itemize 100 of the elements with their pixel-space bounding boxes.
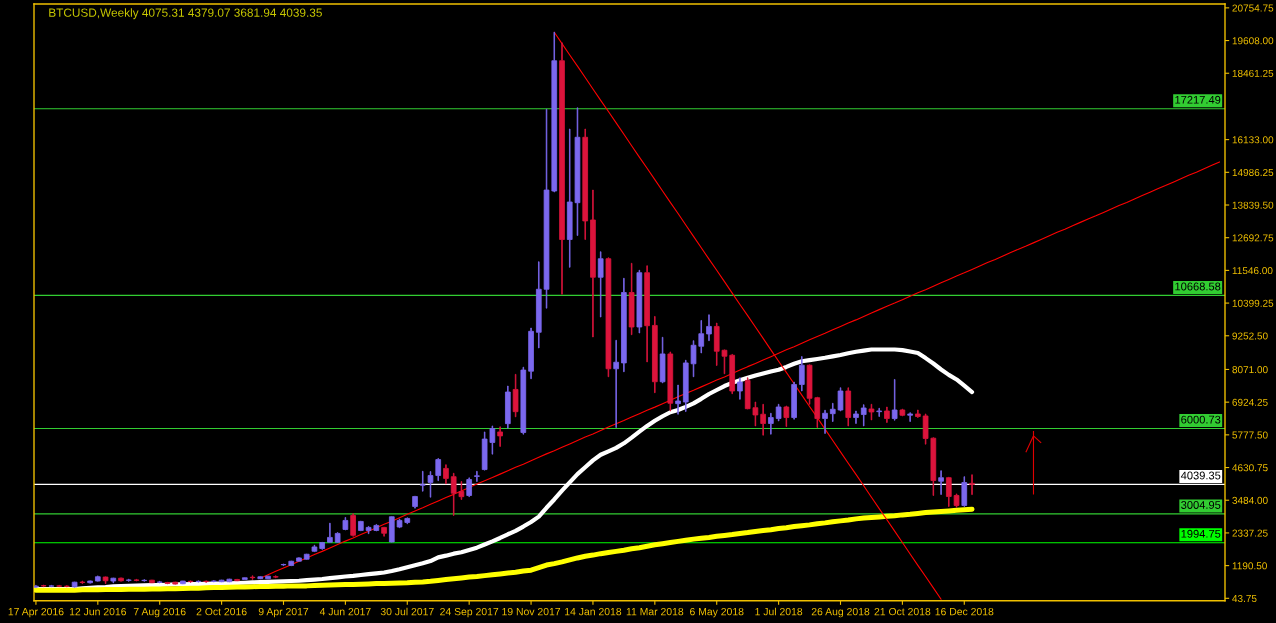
y-tick-label: 5777.50 [1232, 431, 1268, 439]
y-tick-label: 16133.00 [1232, 136, 1274, 144]
x-tick-label: 11 Mar 2018 [626, 607, 684, 616]
candlestick [87, 580, 93, 584]
x-tick-label: 1 Jul 2018 [755, 607, 803, 616]
chart-title: BTCUSD,Weekly 4075.31 4379.07 3681.94 4039.35 [49, 8, 322, 20]
x-tick-label: 4 Jun 2017 [319, 607, 371, 616]
y-tick-label: 20754.75 [1232, 4, 1274, 12]
candlestick [737, 377, 743, 400]
candlestick [946, 476, 952, 507]
x-tick-label: 9 Apr 2017 [258, 607, 309, 618]
candlestick [613, 339, 619, 428]
candlestick [350, 513, 356, 537]
candlestick [605, 257, 612, 378]
y-tick-label: 13839.50 [1232, 201, 1274, 209]
candlestick [659, 336, 666, 384]
candlestick [327, 522, 333, 543]
candlestick [257, 576, 264, 580]
candlestick [938, 470, 944, 495]
candlestick [961, 476, 968, 507]
y-tick-label: 12692.75 [1232, 234, 1274, 242]
candlestick [466, 477, 472, 498]
candlestick [234, 578, 240, 582]
candlestick [249, 575, 256, 580]
candlestick [48, 584, 55, 588]
candlestick [760, 403, 766, 436]
candlestick [133, 578, 140, 582]
ref-line-label: 6000.73 [1181, 415, 1221, 424]
candlestick [791, 381, 797, 420]
candlestick [891, 379, 898, 421]
y-tick-label: 1190.50 [1232, 562, 1267, 570]
candlestick [775, 403, 782, 422]
candlestick [272, 575, 279, 579]
candlestick [907, 412, 913, 422]
candlestick [706, 314, 712, 342]
candlestick [203, 580, 209, 583]
candlestick [164, 581, 171, 585]
candlestick [187, 580, 194, 583]
candlestick [474, 470, 480, 482]
candlestick [71, 581, 78, 588]
x-tick-label: 2 Oct 2016 [196, 607, 247, 616]
candlestick [358, 520, 364, 532]
candlestick [582, 128, 589, 240]
candlestick [156, 580, 163, 584]
x-tick-label: 30 Jul 2017 [380, 607, 434, 616]
x-tick-label: 26 Aug 2018 [811, 607, 870, 618]
candlestick [296, 557, 302, 562]
candlestick [884, 406, 890, 423]
candlestick [265, 575, 271, 580]
candlestick [915, 409, 921, 418]
candlestick [783, 405, 790, 427]
candlestick [34, 584, 39, 589]
candlestick [512, 373, 519, 418]
candlestick [853, 410, 859, 424]
candlestick [95, 575, 101, 582]
candlestick [118, 577, 124, 582]
candlestick [149, 579, 155, 584]
candlestick [141, 579, 148, 582]
x-tick-label: 21 Oct 2018 [874, 607, 931, 616]
ref-line-label: 17217.49 [1175, 95, 1221, 104]
y-tick-label: 3484.00 [1232, 496, 1268, 504]
candlestick [652, 316, 658, 394]
candlestick [559, 42, 565, 295]
y-tick-label: 14986.25 [1232, 168, 1274, 177]
candlestick [860, 404, 867, 427]
candlestick [195, 580, 202, 583]
x-tick-label: 19 Nov 2017 [502, 607, 561, 616]
y-tick-label: 6924.25 [1232, 398, 1268, 406]
candlestick [211, 580, 217, 583]
candlestick [64, 585, 70, 588]
candlestick [334, 532, 341, 543]
candlestick [125, 578, 132, 582]
candlestick [102, 576, 109, 585]
candlestick [597, 251, 604, 318]
candlestick [822, 409, 828, 434]
x-tick-label: 14 Jan 2018 [565, 607, 622, 616]
y-tick-label: 18461.25 [1232, 69, 1274, 77]
candlestick [628, 262, 635, 336]
candlestick [381, 526, 387, 537]
candlestick [667, 351, 674, 412]
y-tick-label: 2337.25 [1232, 529, 1268, 537]
candlestick [311, 544, 318, 553]
ref-line-label: 3004.95 [1181, 501, 1221, 509]
candlestick [876, 407, 883, 417]
x-tick-label: 12 Jun 2016 [69, 607, 127, 616]
candlestick [443, 464, 449, 485]
candlestick [303, 553, 310, 560]
x-tick-label: 17 Apr 2016 [8, 607, 64, 618]
y-tick-label: 10399.25 [1232, 299, 1274, 307]
x-tick-label: 24 Sep 2017 [440, 607, 499, 618]
x-tick-label: 16 Dec 2018 [935, 607, 994, 616]
candlestick [79, 580, 86, 585]
candlestick [40, 584, 47, 588]
candlestick [636, 269, 643, 334]
y-tick-label: 11546.00 [1232, 267, 1273, 275]
ref-line-label: 4039.35 [1180, 471, 1221, 480]
candlestick [342, 517, 349, 531]
candlestick [412, 495, 418, 509]
candlestick [644, 265, 650, 363]
candlestick [621, 277, 627, 373]
